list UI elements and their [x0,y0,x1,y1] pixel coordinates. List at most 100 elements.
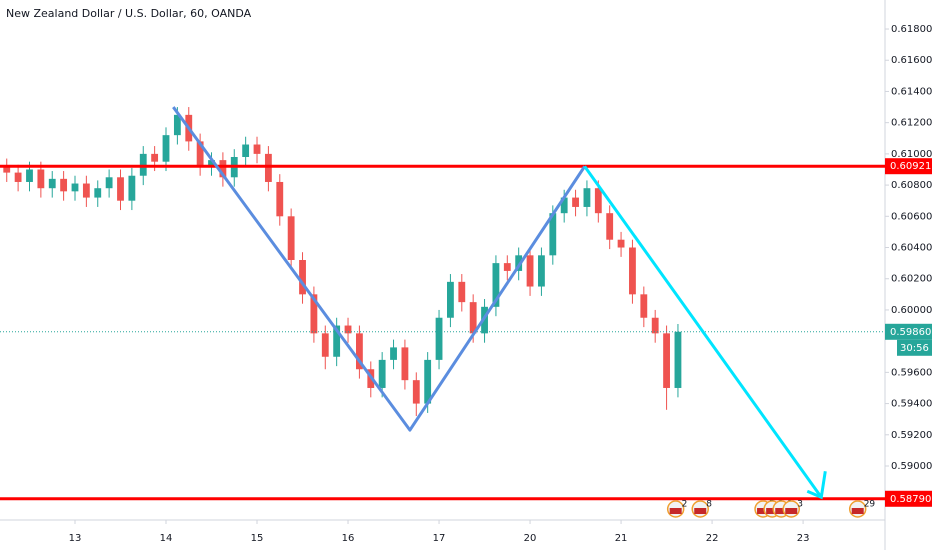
y-tick-label: 0.59000 [891,461,932,472]
y-tick-label: 0.61400 [891,86,932,97]
y-tick-label: 0.61200 [891,118,932,129]
candle-body [526,255,534,287]
candle-body [60,178,68,192]
candle-body [447,281,454,318]
candle-body [469,302,477,334]
x-tick-label: 20 [524,533,537,544]
candle-body [515,255,523,271]
x-tick-label: 16 [342,533,355,544]
candle-body [617,239,625,248]
x-tick-label: 14 [160,533,173,544]
level-tag [885,490,932,507]
event-label: 2 [682,500,688,510]
candle-body [71,183,79,192]
y-tick-label: 0.60000 [891,305,932,316]
y-tick-label: 0.59200 [891,430,932,441]
y-tick-label: 0.59400 [891,399,932,410]
candle-body [401,347,409,381]
event-flag [766,508,779,514]
candle-body [253,144,261,154]
event-label: 8 [706,500,712,510]
y-tick-label: 0.59600 [891,367,932,378]
candle-body [14,172,22,182]
candle-body [549,213,557,256]
candle-body [48,178,56,189]
event-flag [694,508,707,514]
candle-body [640,294,648,318]
candle-body [173,114,181,136]
y-tick-label: 0.61800 [891,24,932,35]
last-price-label: 0.59860 [890,327,931,338]
candle-body [606,213,614,240]
candle-body [276,181,284,217]
candle-body [435,317,443,360]
y-tick-label: 0.61600 [891,55,932,66]
event-flag [669,508,682,514]
candle-body [538,255,545,287]
candle-body [82,183,90,198]
candle-body [287,216,295,260]
y-tick-label: 0.60400 [891,243,932,254]
x-tick-label: 23 [797,533,810,544]
countdown-tag [897,339,932,356]
candle-body [196,141,204,167]
candle-body [583,188,591,207]
candle-body [151,153,159,162]
candle-body [492,263,500,307]
y-tick-label: 0.60200 [891,274,932,285]
candle-body [162,135,170,162]
candle-body [321,333,329,357]
candle-body [390,347,397,360]
chart-title: New Zealand Dollar / U.S. Dollar, 60, OA… [6,7,252,20]
countdown-label: 30:56 [900,343,929,354]
x-tick-label: 13 [69,533,82,544]
candle-body [378,359,386,388]
event-label: 3 [797,500,803,510]
candle-body [412,380,420,404]
candle-body [560,197,568,214]
candle-body [344,325,352,334]
candle-body [458,281,466,303]
y-tick-label: 0.60800 [891,180,932,191]
candle-body [219,160,227,178]
y-tick-label: 0.60600 [891,211,932,222]
trend-drawing [583,165,823,499]
candle-body [651,317,659,334]
candle-body [117,177,124,201]
event-label: 29 [864,500,876,510]
candle-body [572,197,579,207]
event-flag [785,508,798,514]
price-axis [885,0,932,550]
candle-body [503,263,511,271]
y-tick-label: 0.61000 [891,149,932,160]
last-price-tag [885,323,932,340]
level-tag [885,158,932,175]
candle-body [310,294,318,334]
candle-body [26,169,33,182]
candle-body [37,169,45,189]
candle-body [299,260,306,295]
event-flag [757,508,770,514]
candle-body [594,188,602,214]
candle-body [94,188,102,198]
x-tick-label: 22 [706,533,719,544]
candle-body [333,325,341,357]
candle-body [208,160,215,167]
level-label: 0.60921 [890,161,931,172]
x-tick-label: 15 [251,533,264,544]
event-flag [851,508,864,514]
candle-body [128,175,136,201]
candle-body [105,177,113,189]
event-flag [775,508,788,514]
arrow-head [806,470,827,500]
candle-body [242,144,250,157]
x-tick-label: 21 [615,533,628,544]
x-tick-label: 17 [433,533,446,544]
candle-body [264,153,272,182]
candle-body [629,247,636,295]
candle-body [355,333,363,370]
candle-body [3,166,11,173]
candle-body [674,331,682,388]
candle-body [424,359,432,404]
trend-drawing [172,106,586,432]
